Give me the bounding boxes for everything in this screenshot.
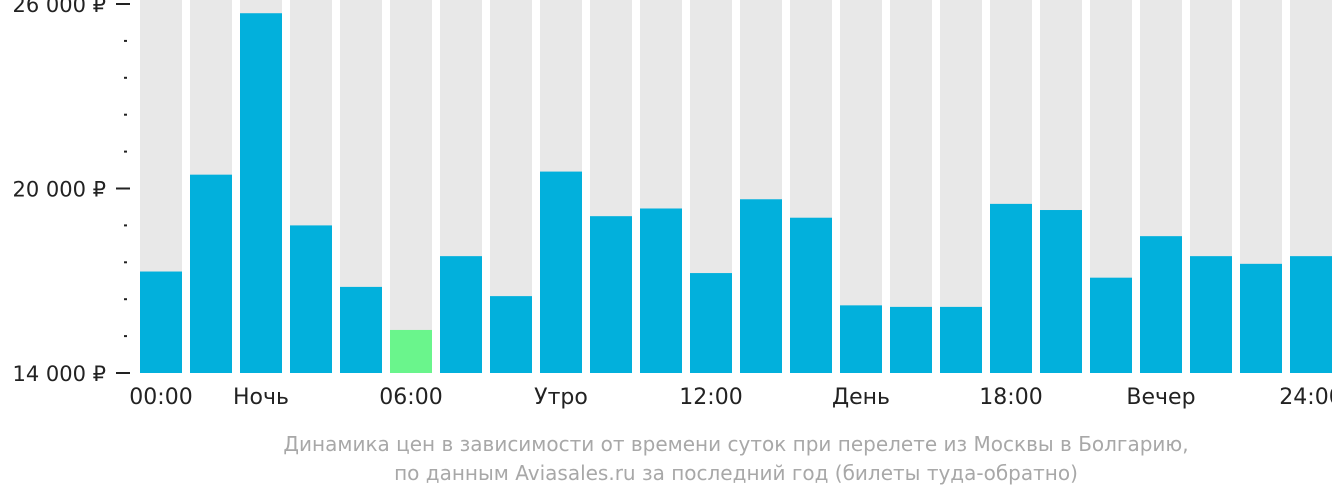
y-tick-label: 26 000 ₽ xyxy=(12,0,106,17)
y-tick-label: 14 000 ₽ xyxy=(12,362,106,386)
x-tick-label: Вечер xyxy=(1126,385,1195,410)
price-bar-10 xyxy=(640,208,682,373)
x-tick-label: 18:00 xyxy=(979,385,1042,410)
price-bar-09 xyxy=(590,216,632,373)
price-bar-14 xyxy=(840,305,882,373)
price-bar-13 xyxy=(790,217,832,373)
price-bar-15 xyxy=(890,306,932,373)
x-tick-label: Ночь xyxy=(233,385,289,410)
x-tick-label: 12:00 xyxy=(679,385,742,410)
price-bar-16 xyxy=(940,306,982,373)
price-bar-11 xyxy=(690,273,732,373)
price-bar-04 xyxy=(340,286,382,373)
y-tick-label: 20 000 ₽ xyxy=(12,178,106,202)
price-bar-17 xyxy=(990,203,1032,373)
price-by-time-chart: 26 000 ₽ 20 000 ₽ 14 000 ₽ 00:00 Ночь 06:00 У… xyxy=(12,0,1332,410)
price-bar-20 xyxy=(1140,236,1182,373)
price-bar-06 xyxy=(440,256,482,373)
x-tick-label: День xyxy=(832,385,890,410)
price-bar-19 xyxy=(1090,277,1132,373)
price-bar-08 xyxy=(540,171,582,373)
price-bar-05 xyxy=(390,329,432,373)
price-bar-03 xyxy=(290,225,332,373)
price-bar-07 xyxy=(490,296,532,373)
price-bars xyxy=(140,13,1332,373)
price-bar-12 xyxy=(740,199,782,373)
price-bar-23 xyxy=(1290,256,1332,373)
price-bar-01 xyxy=(190,174,232,373)
chart-caption-line-1: Динамика цен в зависимости от времени су… xyxy=(283,432,1189,456)
price-bar-22 xyxy=(1240,263,1282,373)
price-bar-00 xyxy=(140,271,182,373)
x-tick-label: 24:00 xyxy=(1279,385,1332,410)
price-bar-02 xyxy=(240,13,282,373)
price-bar-21 xyxy=(1190,256,1232,373)
x-axis-labels: 00:00 Ночь 06:00 Утро 12:00 День 18:00 Вечер 24:… xyxy=(129,385,1332,410)
price-bar-18 xyxy=(1040,210,1082,373)
x-tick-label: 06:00 xyxy=(379,385,442,410)
chart-caption-line-2: по данным Aviasales.ru за последний год … xyxy=(394,461,1078,485)
y-axis: 26 000 ₽ 20 000 ₽ 14 000 ₽ xyxy=(12,0,130,386)
x-tick-label: Утро xyxy=(534,385,588,410)
x-tick-label: 00:00 xyxy=(129,385,192,410)
bar-background-05 xyxy=(390,0,432,373)
